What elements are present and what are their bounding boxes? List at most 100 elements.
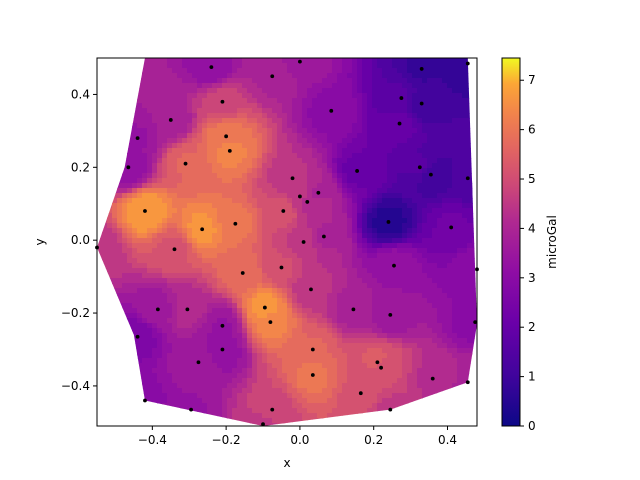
contour-cell <box>387 248 393 254</box>
contour-cell <box>247 203 253 209</box>
contour-cell <box>402 358 408 364</box>
contour-cell <box>122 173 128 179</box>
contour-cell <box>342 293 348 299</box>
contour-cell <box>402 343 408 349</box>
contour-cell <box>107 258 113 264</box>
contour-cell <box>157 353 163 359</box>
contour-cell <box>117 258 123 264</box>
contour-cell <box>462 253 468 259</box>
contour-cell <box>462 218 468 224</box>
contour-cell <box>292 283 298 289</box>
contour-cell <box>182 73 188 79</box>
contour-cell <box>447 238 453 244</box>
contour-cell <box>127 138 133 144</box>
contour-cell <box>372 308 378 314</box>
contour-cell <box>107 363 113 369</box>
contour-cell <box>382 183 388 189</box>
contour-cell <box>137 118 143 124</box>
contour-cell <box>187 228 193 234</box>
contour-cell <box>267 113 273 119</box>
contour-cell <box>392 83 398 89</box>
contour-cell <box>352 213 358 219</box>
contour-cell <box>417 63 423 69</box>
contour-cell <box>232 308 238 314</box>
contour-cell <box>137 348 143 354</box>
contour-cell <box>442 88 448 94</box>
contour-cell <box>407 353 413 359</box>
contour-cell <box>297 118 303 124</box>
contour-cell <box>437 263 443 269</box>
contour-cell <box>432 153 438 159</box>
contour-cell <box>157 348 163 354</box>
contour-cell <box>452 173 458 179</box>
contour-cell <box>397 178 403 184</box>
contour-cell <box>427 348 433 354</box>
contour-cell <box>322 223 328 229</box>
contour-cell <box>262 228 268 234</box>
contour-cell <box>302 363 308 369</box>
contour-cell <box>402 148 408 154</box>
contour-cell <box>312 108 318 114</box>
contour-cell <box>387 193 393 199</box>
contour-cell <box>237 173 243 179</box>
contour-cell <box>347 313 353 319</box>
contour-cell <box>337 203 343 209</box>
contour-cell <box>247 243 253 249</box>
contour-cell <box>282 223 288 229</box>
contour-cell <box>342 383 348 389</box>
contour-cell <box>342 208 348 214</box>
contour-cell <box>282 138 288 144</box>
contour-cell <box>352 168 358 174</box>
contour-cell <box>197 78 203 84</box>
contour-cell <box>362 243 368 249</box>
contour-cell <box>467 103 473 109</box>
contour-cell <box>112 318 118 324</box>
contour-cell <box>322 103 328 109</box>
contour-cell <box>412 168 418 174</box>
contour-cell <box>307 158 313 164</box>
contour-cell <box>217 243 223 249</box>
contour-cell <box>137 73 143 79</box>
contour-cell <box>177 323 183 329</box>
contour-cell <box>267 188 273 194</box>
contour-cell <box>412 193 418 199</box>
contour-cell <box>227 68 233 74</box>
contour-cell <box>337 103 343 109</box>
contour-cell <box>382 203 388 209</box>
contour-cell <box>147 278 153 284</box>
contour-cell <box>297 303 303 309</box>
contour-cell <box>257 358 263 364</box>
contour-cell <box>227 158 233 164</box>
contour-cell <box>162 133 168 139</box>
contour-cell <box>352 383 358 389</box>
contour-cell <box>412 203 418 209</box>
contour-cell <box>232 88 238 94</box>
contour-cell <box>432 78 438 84</box>
contour-cell <box>427 313 433 319</box>
contour-cell <box>247 283 253 289</box>
contour-cell <box>262 138 268 144</box>
contour-cell <box>322 208 328 214</box>
contour-cell <box>362 333 368 339</box>
contour-cell <box>422 168 428 174</box>
contour-cell <box>377 248 383 254</box>
contour-cell <box>347 78 353 84</box>
contour-cell <box>292 58 298 64</box>
contour-cell <box>127 273 133 279</box>
contour-cell <box>187 363 193 369</box>
contour-cell <box>212 83 218 89</box>
contour-cell <box>232 268 238 274</box>
contour-cell <box>107 98 113 104</box>
contour-cell <box>377 258 383 264</box>
contour-cell <box>407 268 413 274</box>
contour-cell <box>127 88 133 94</box>
contour-cell <box>292 163 298 169</box>
contour-cell <box>117 303 123 309</box>
contour-cell <box>342 318 348 324</box>
contour-cell <box>157 238 163 244</box>
contour-cell <box>227 303 233 309</box>
contour-cell <box>397 208 403 214</box>
contour-cell <box>282 123 288 129</box>
contour-cell <box>467 328 473 334</box>
contour-cell <box>262 338 268 344</box>
